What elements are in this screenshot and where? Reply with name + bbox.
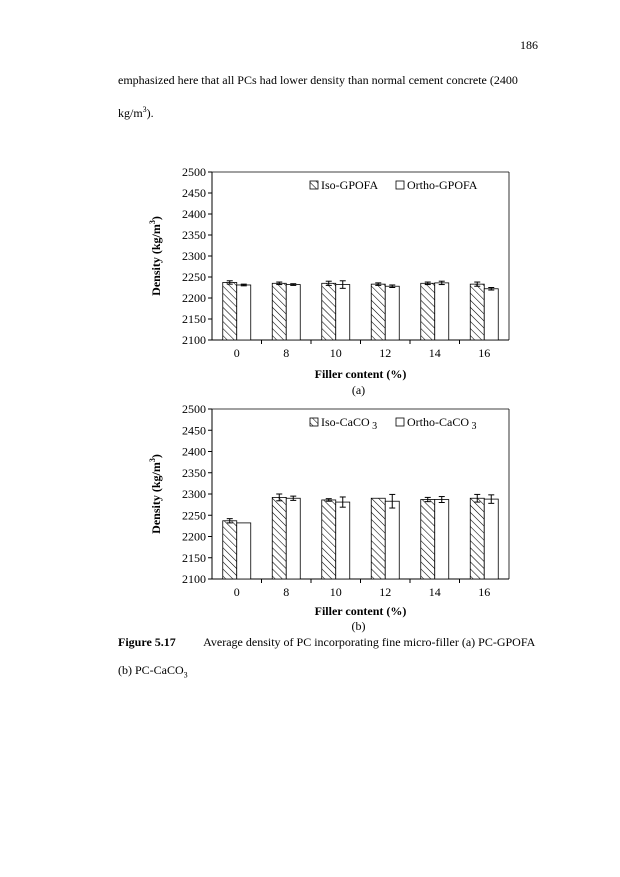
chart-a: 2100 2150 2200 2250 2300 2350 2400 2450 2500 0 8 10…	[148, 165, 510, 397]
bar-iso-gpofa	[420, 282, 436, 341]
caption-line-2: (b) PC-CaCO3	[118, 654, 188, 691]
x-tick-label: 10	[330, 346, 342, 360]
chart-b: 2100 2150 2200 2250 2300 2350 2400 2450 2500 0 8 10…	[148, 402, 510, 633]
legend-swatch	[309, 180, 319, 190]
x-tick-label: 0	[234, 346, 240, 360]
caption-text: Average density of PC incorporating fine…	[203, 635, 536, 649]
caption-line-1: Figure 5.17 Average density of PC incorp…	[118, 626, 535, 658]
y-tick-label: 2250	[182, 508, 206, 522]
paragraph-unit: kg/m	[118, 106, 143, 120]
bar-ortho-caco	[236, 522, 252, 580]
x-tick-label: 14	[429, 585, 441, 599]
bar-iso-caco	[420, 499, 436, 580]
y-tick-label: 2400	[182, 207, 206, 221]
caption-text-2-sub: 3	[183, 670, 188, 680]
legend-swatch	[309, 417, 319, 427]
y-tick-label: 2300	[182, 487, 206, 501]
legend-label: Ortho-CaCO 3	[407, 415, 477, 432]
bar-ortho-gpofa	[236, 284, 252, 341]
bar-ortho-caco	[285, 497, 301, 580]
y-tick-label: 2500	[182, 165, 206, 179]
y-tick-label: 2200	[182, 530, 206, 544]
x-tick-label: 12	[379, 346, 391, 360]
paragraph-end: ).	[146, 106, 154, 120]
bar-iso-gpofa	[469, 283, 485, 341]
bar-iso-gpofa	[271, 282, 287, 341]
y-tick-label: 2400	[182, 445, 206, 459]
bar-ortho-gpofa	[384, 285, 400, 341]
y-axis-label: Density (kg/m3)	[148, 454, 163, 534]
legend-label-text: Ortho-GPOFA	[407, 178, 478, 192]
paragraph-unit-sup: 3	[142, 105, 147, 114]
bar-ortho-gpofa	[285, 284, 301, 341]
legend-label-sub: 3	[370, 421, 378, 432]
bar-iso-gpofa	[370, 283, 386, 341]
bar-ortho-gpofa	[335, 284, 351, 341]
x-tick-label: 12	[379, 585, 391, 599]
legend-label: Ortho-GPOFA	[407, 178, 478, 192]
bar-ortho-caco	[335, 501, 351, 580]
y-tick-label: 2150	[182, 312, 206, 326]
legend-label-text: Ortho-CaCO	[407, 415, 469, 429]
x-axis-label: Filler content (%)	[315, 604, 407, 618]
bar-iso-gpofa	[321, 282, 337, 341]
paragraph-line-2: kg/m3).	[118, 95, 154, 128]
legend-label: Iso-GPOFA	[321, 178, 378, 192]
bar-iso-caco	[222, 520, 238, 580]
bar-iso-caco	[271, 496, 287, 580]
x-tick-label: 14	[429, 346, 441, 360]
legend-label-text: Iso-CaCO	[321, 415, 370, 429]
y-tick-label: 2250	[182, 270, 206, 284]
bar-ortho-caco	[384, 500, 400, 580]
bar-ortho-gpofa	[434, 282, 450, 341]
y-tick-label: 2450	[182, 423, 206, 437]
caption-label: Figure 5.17	[118, 635, 176, 649]
paragraph-line-1: emphasized here that all PCs had lower d…	[118, 73, 518, 87]
legend-label: Iso-CaCO 3	[321, 415, 377, 432]
x-tick-label: 16	[478, 346, 490, 360]
bar-iso-caco	[469, 497, 485, 580]
y-axis-label: Density (kg/m3)	[148, 216, 163, 296]
bar-iso-caco	[321, 499, 337, 580]
legend-label-sub: 3	[469, 421, 477, 432]
bar-ortho-gpofa	[483, 288, 499, 341]
x-tick-label: 10	[330, 585, 342, 599]
legend-label-text: Iso-GPOFA	[321, 178, 378, 192]
legend-swatch	[395, 417, 405, 427]
legend-swatch	[395, 180, 405, 190]
y-tick-label: 2150	[182, 551, 206, 565]
page-number: 186	[520, 38, 538, 52]
chart-sub-label: (a)	[352, 383, 365, 397]
y-tick-label: 2350	[182, 228, 206, 242]
chart-sub-label: (b)	[352, 619, 366, 633]
x-tick-label: 8	[283, 346, 289, 360]
x-tick-label: 8	[283, 585, 289, 599]
y-tick-label: 2500	[182, 402, 206, 416]
caption-text-2: (b) PC-CaCO	[118, 663, 184, 677]
y-tick-label: 2450	[182, 186, 206, 200]
bar-iso-gpofa	[222, 282, 238, 341]
y-tick-label: 2100	[182, 333, 206, 347]
bar-ortho-caco	[483, 498, 499, 580]
y-tick-label: 2100	[182, 572, 206, 586]
bar-iso-caco	[370, 497, 386, 580]
x-tick-label: 0	[234, 585, 240, 599]
y-tick-label: 2350	[182, 466, 206, 480]
x-axis-label: Filler content (%)	[315, 367, 407, 381]
bar-ortho-caco	[434, 499, 450, 580]
y-tick-label: 2300	[182, 249, 206, 263]
x-tick-label: 16	[478, 585, 490, 599]
y-tick-label: 2200	[182, 291, 206, 305]
